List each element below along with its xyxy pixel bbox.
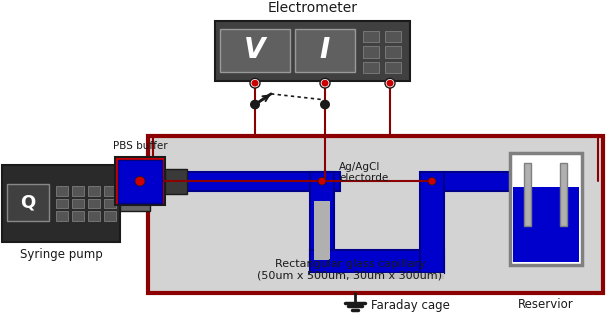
Text: Q: Q [20,194,36,212]
Circle shape [387,80,394,87]
Bar [165,169,187,194]
Bar [104,186,116,196]
Text: Syringe pump: Syringe pump [20,248,102,261]
Circle shape [251,80,259,87]
Bar [104,199,116,208]
Bar [363,31,379,43]
Bar [295,29,355,71]
Bar [120,196,150,211]
Bar [104,211,116,221]
Bar [88,211,100,221]
Bar [510,153,582,265]
Circle shape [250,100,260,109]
Circle shape [318,177,326,185]
Text: Reservior: Reservior [518,298,574,311]
Bar [220,29,290,71]
Bar [524,163,531,226]
Bar [363,46,379,58]
Bar [88,199,100,208]
Bar [148,136,603,293]
Bar [118,160,162,203]
Text: V: V [244,36,266,64]
Text: Ag/AgCl
electorde: Ag/AgCl electorde [339,162,388,184]
Circle shape [428,177,436,185]
Text: PBS buffer: PBS buffer [113,141,167,151]
Bar [310,250,444,273]
Bar [513,187,579,262]
Bar [72,199,84,208]
Bar [115,157,165,205]
Text: Electrometer: Electrometer [267,1,357,15]
Bar [444,172,510,191]
Bar [56,211,68,221]
Circle shape [321,80,329,87]
Bar [560,163,567,226]
Circle shape [385,78,395,88]
Bar [314,201,330,260]
Bar [385,62,401,73]
Bar [2,165,120,242]
Bar [215,21,410,81]
Circle shape [135,176,145,186]
Bar [72,186,84,196]
Bar [310,172,334,273]
Circle shape [320,78,330,88]
Bar [363,62,379,73]
Bar [187,172,340,191]
Bar [7,184,49,221]
Bar [56,186,68,196]
Bar [310,273,444,279]
Bar [420,172,444,273]
Circle shape [320,100,330,109]
Bar [385,31,401,43]
Bar [88,186,100,196]
Bar [385,46,401,58]
Text: Faraday cage: Faraday cage [371,299,450,312]
Text: I: I [320,36,330,64]
Bar [72,211,84,221]
Text: Rectangular glass capillary
(50um x 500um, 30um x 300um): Rectangular glass capillary (50um x 500u… [257,259,443,280]
Circle shape [250,78,260,88]
Bar [56,199,68,208]
